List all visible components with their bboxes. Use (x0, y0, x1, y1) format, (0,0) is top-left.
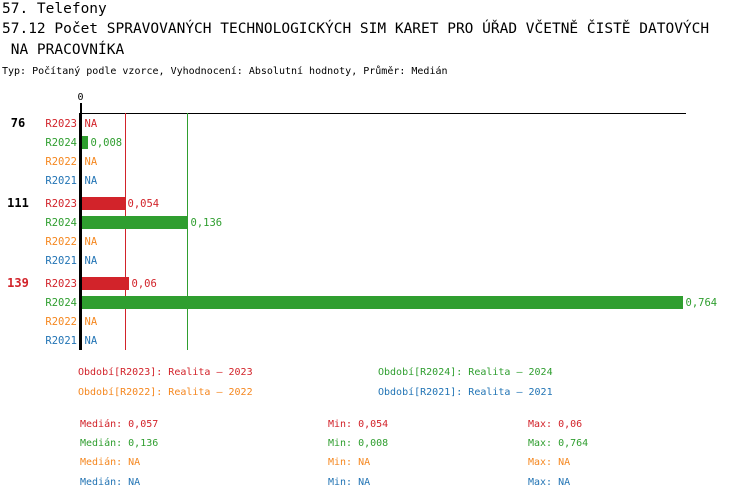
axis-zero-label: 0 (77, 92, 84, 103)
bar-value-label: 0,136 (190, 216, 223, 229)
bar (81, 296, 683, 309)
row-series-label: R2022 (45, 235, 77, 248)
bar-value-label: 0,06 (131, 277, 157, 290)
bar-value-label: 0,008 (90, 136, 123, 149)
bar-row: R2023 0,054 (0, 194, 750, 213)
bar-group-76: 76 R2023 NA R2024 0,008 R2022 NA R2021 NA (0, 114, 750, 190)
bar-value-label: NA (84, 315, 98, 328)
x-axis-line (80, 113, 686, 114)
row-series-label: R2021 (45, 174, 77, 187)
bar-row: R2024 0,136 (0, 213, 750, 232)
chart-title-line-2: NA PRACOVNÍKA (2, 42, 125, 58)
bar-value-label: NA (84, 254, 98, 267)
bar-group-139: 139 R2023 0,06 R2024 0,764 R2022 NA R2021 NA (0, 274, 750, 350)
row-series-label: R2022 (45, 155, 77, 168)
bar-value-label: 0,764 (685, 296, 718, 309)
stat-max-r2021: Max: NA (528, 477, 571, 488)
bar-value-label: NA (84, 334, 98, 347)
bar (81, 216, 188, 229)
stat-max-r2024: Max: 0,764 (528, 438, 589, 449)
bar-value-label: NA (84, 155, 98, 168)
bar-row: R2023 NA (0, 114, 750, 133)
y-axis-line (79, 113, 82, 350)
bar-row: R2021 NA (0, 171, 750, 190)
bar (81, 136, 88, 149)
bar (81, 277, 129, 290)
stat-min-r2022: Min: NA (328, 457, 371, 468)
row-series-label: R2023 (45, 277, 77, 290)
bar-row: R2022 NA (0, 232, 750, 251)
stat-min-r2023: Min: 0,054 (328, 419, 389, 430)
median-line-r2023 (125, 113, 126, 350)
legend-item-r2024: Období[R2024]: Realita – 2024 (378, 367, 553, 378)
group-label: 111 (7, 196, 29, 210)
bar-row: R2021 NA (0, 251, 750, 270)
median-line-r2024 (187, 113, 188, 350)
row-series-label: R2024 (45, 216, 77, 229)
group-label: 139 (7, 276, 29, 290)
bar (81, 197, 125, 210)
bar-value-label: NA (84, 117, 98, 130)
chart-title-line-1: 57.12 Počet SPRAVOVANÝCH TECHNOLOGICKÝCH… (2, 21, 710, 37)
bar-row: R2022 NA (0, 152, 750, 171)
bar-row: R2021 NA (0, 331, 750, 350)
row-series-label: R2024 (45, 136, 77, 149)
axis-zero-tick (80, 103, 82, 113)
stat-median-r2021: Medián: NA (80, 477, 141, 488)
legend-item-r2022: Období[R2022]: Realita – 2022 (78, 387, 253, 398)
stat-median-r2022: Medián: NA (80, 457, 141, 468)
stat-min-r2021: Min: NA (328, 477, 371, 488)
chart-meta-line: Typ: Počítaný podle vzorce, Vyhodnocení:… (2, 66, 448, 77)
bar-row: R2024 0,008 (0, 133, 750, 152)
row-series-label: R2022 (45, 315, 77, 328)
bar-value-label: NA (84, 174, 98, 187)
stat-median-r2023: Medián: 0,057 (80, 419, 159, 430)
bar-group-111: 111 R2023 0,054 R2024 0,136 R2022 NA R2021 N… (0, 194, 750, 270)
stat-max-r2022: Max: NA (528, 457, 571, 468)
page-title: 57. Telefony (2, 1, 107, 17)
legend-item-r2023: Období[R2023]: Realita – 2023 (78, 367, 253, 378)
bar-row: R2024 0,764 (0, 293, 750, 312)
row-series-label: R2023 (45, 117, 77, 130)
row-series-label: R2021 (45, 334, 77, 347)
stat-median-r2024: Medián: 0,136 (80, 438, 159, 449)
stat-max-r2023: Max: 0,06 (528, 419, 583, 430)
group-label: 76 (10, 116, 26, 130)
row-series-label: R2024 (45, 296, 77, 309)
row-series-label: R2023 (45, 197, 77, 210)
bar-row: R2022 NA (0, 312, 750, 331)
bar-row: R2023 0,06 (0, 274, 750, 293)
legend-item-r2021: Období[R2021]: Realita – 2021 (378, 387, 553, 398)
bar-value-label: NA (84, 235, 98, 248)
bar-value-label: 0,054 (127, 197, 160, 210)
row-series-label: R2021 (45, 254, 77, 267)
stat-min-r2024: Min: 0,008 (328, 438, 389, 449)
